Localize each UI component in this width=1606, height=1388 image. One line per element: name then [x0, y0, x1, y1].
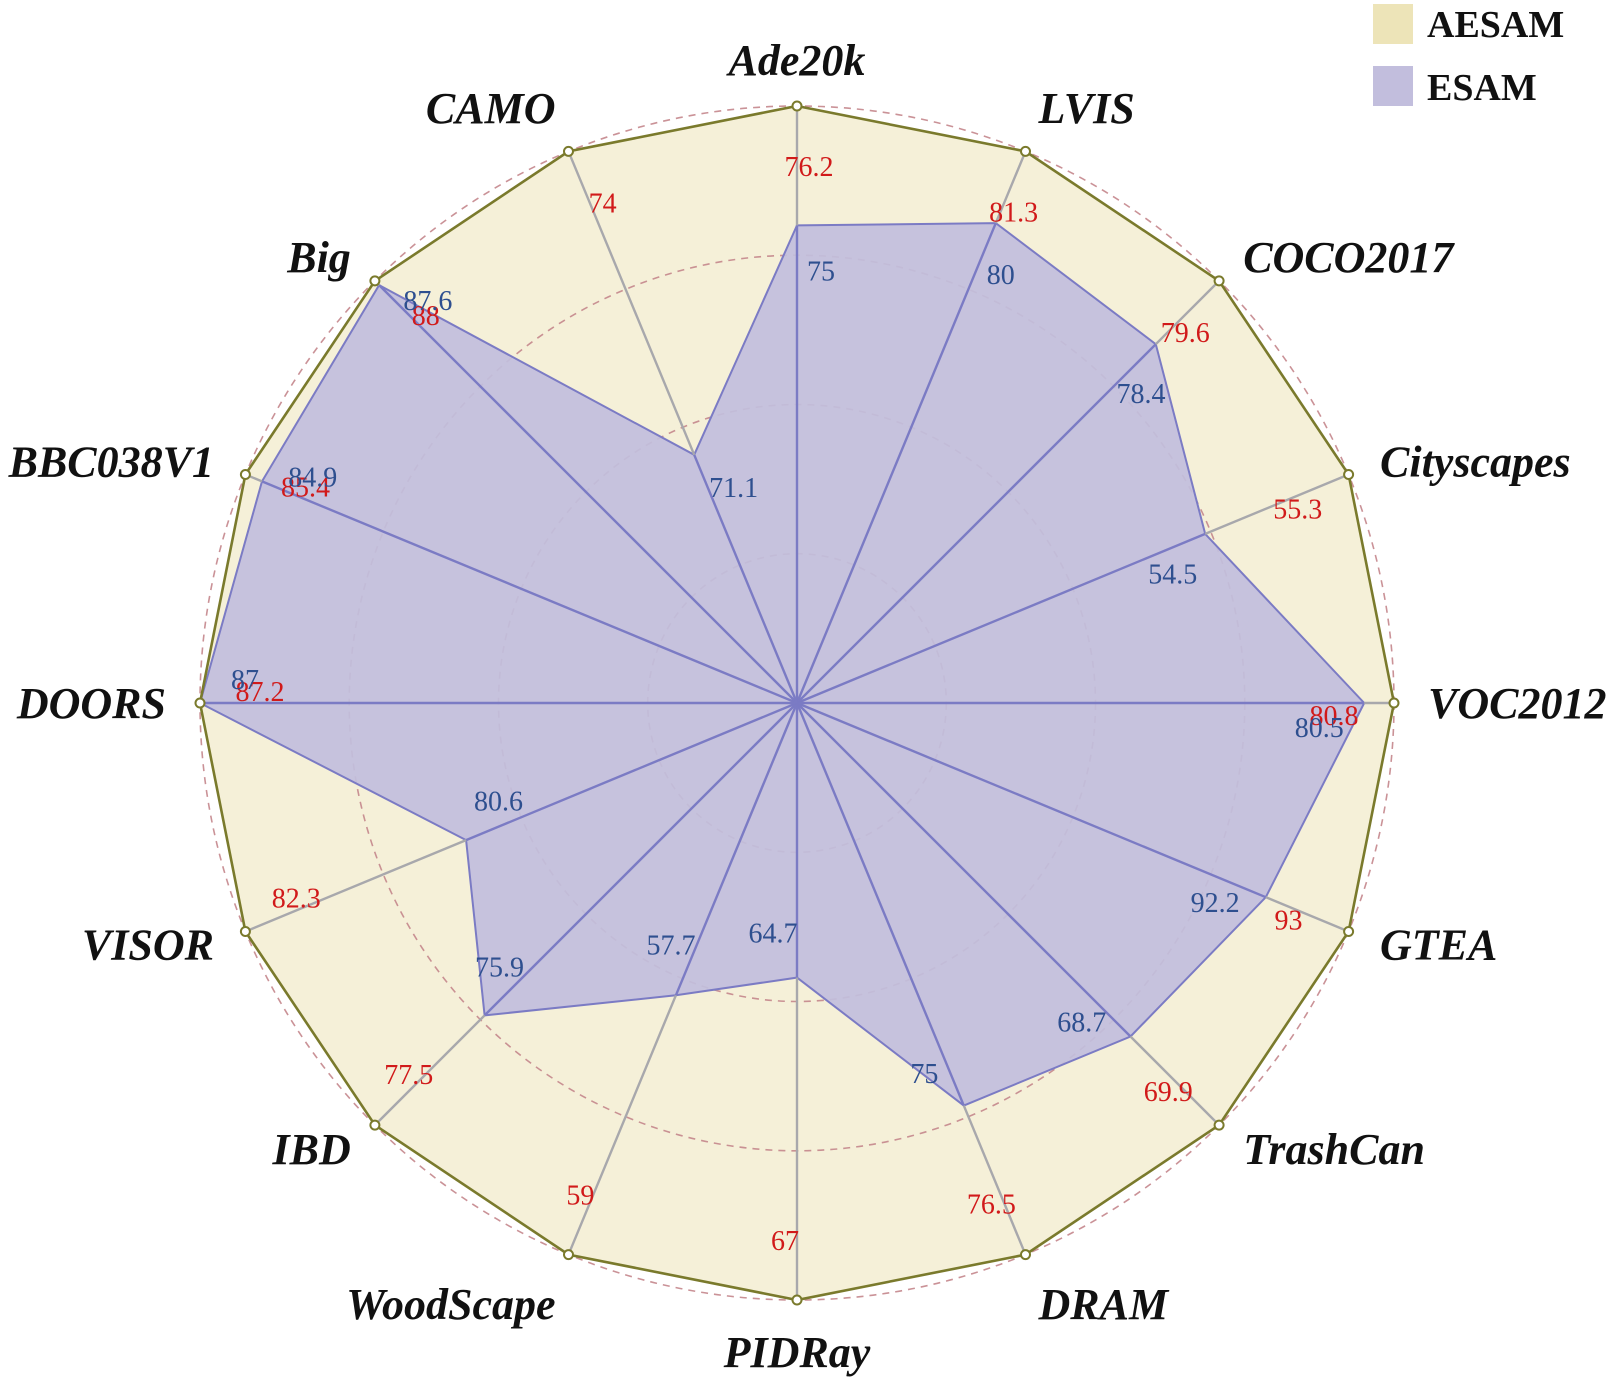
category-label: BBC038V1 [8, 438, 214, 487]
esam-value-label: 84.9 [288, 462, 337, 493]
aesam-vertex-marker [369, 275, 381, 287]
category-label: Cityscapes [1380, 438, 1571, 487]
esam-value-label: 57.7 [647, 931, 696, 962]
category-label: Ade20k [726, 36, 866, 85]
spoke-inner [483, 702, 798, 1017]
aesam-value-label: 76.2 [785, 152, 834, 183]
category-label: LVIS [1038, 84, 1135, 133]
spoke-inner [796, 702, 1132, 1038]
esam-value-label: 80.6 [474, 787, 523, 818]
esam-value-label: 92.2 [1191, 888, 1240, 919]
category-label: GTEA [1380, 921, 1497, 970]
category-labels: Ade20k LVIS COCO2017 Cityscapes VOC2012 GTEA T… [8, 36, 1606, 1377]
spoke-inner [378, 284, 798, 704]
aesam-vertex-marker [239, 926, 251, 937]
category-label: IBD [272, 1125, 351, 1174]
aesam-value-label: 82.3 [272, 883, 321, 914]
esam-value-label: 71.1 [709, 473, 758, 504]
spoke-inner [796, 701, 1267, 899]
esam-value-label: 78.4 [1117, 379, 1166, 410]
spoke-inner [795, 702, 965, 1107]
aesam-vertex-marker [563, 1249, 574, 1261]
esam-value-label: 87.6 [403, 286, 452, 317]
aesam-vertex-marker [1213, 1119, 1225, 1131]
legend-swatch-esam [1373, 66, 1413, 106]
legend-label-esam: ESAM [1427, 67, 1537, 109]
category-label: DRAM [1038, 1280, 1170, 1329]
aesam-value-label: 88 [412, 301, 440, 332]
aesam-value-label: 74 [589, 188, 617, 219]
spoke-inner [796, 532, 1206, 705]
aesam-value-label: 55.3 [1273, 495, 1322, 526]
aesam-value-label: 76.5 [967, 1190, 1016, 1221]
spoke-inner [261, 480, 798, 705]
legend: AESAM ESAM [1373, 4, 1564, 109]
data-labels: 76.2 75 81.3 80 79.6 78.4 55.3 54.5 80.880.5 93 92… [231, 152, 1359, 1257]
aesam-value-label: 87.2 [236, 677, 285, 708]
category-label: DOORS [16, 679, 166, 728]
spoke-inner [465, 701, 798, 842]
esam-value-label: 87 [231, 665, 259, 696]
category-label: VOC2012 [1428, 679, 1606, 728]
spoke-outer [962, 1105, 1027, 1256]
spoke-inner [674, 702, 799, 996]
spoke-outer [1129, 1035, 1220, 1126]
aesam-value-label: 77.5 [384, 1060, 433, 1091]
category-label: TrashCan [1243, 1125, 1425, 1174]
spoke-outer [244, 838, 467, 933]
aesam-vertex-marker [239, 469, 251, 480]
esam-value-label: 80 [987, 260, 1015, 291]
category-label: PIDRay [723, 1328, 871, 1377]
spoke-outer [1154, 280, 1220, 346]
aesam-vertex-marker [194, 697, 206, 709]
spokes [200, 106, 1394, 1300]
spoke-inner [796, 343, 1157, 704]
aesam-value-label: 67 [771, 1226, 799, 1257]
aesam-vertex-marker [369, 1119, 381, 1131]
aesam-vertex-marker [1020, 145, 1031, 157]
category-label: CAMO [426, 84, 556, 133]
aesam-value-label: 93 [1275, 906, 1303, 937]
aesam-outline-layer [194, 100, 1400, 1306]
aesam-value-label: 85.4 [281, 472, 330, 503]
esam-value-label: 75 [910, 1059, 938, 1090]
aesam-vertex-marker [1213, 275, 1225, 287]
category-label: VISOR [82, 921, 214, 970]
category-label: WoodScape [346, 1280, 555, 1329]
spoke-outer [567, 994, 678, 1256]
category-label: Big [286, 233, 351, 282]
esam-value-label: 80.5 [1295, 713, 1344, 744]
spoke-outer [567, 150, 696, 456]
aesam-value-label: 79.6 [1161, 318, 1210, 349]
spoke-outer [1204, 473, 1350, 536]
aesam-vertex-marker [563, 145, 574, 157]
esam-value-label: 54.5 [1148, 559, 1197, 590]
esam-value-label: 75.9 [475, 953, 524, 984]
esam-value-label: 68.7 [1057, 1008, 1106, 1039]
aesam-value-label: 59 [566, 1181, 594, 1212]
aesam-vertex-marker [1388, 697, 1400, 709]
category-label: COCO2017 [1243, 233, 1455, 282]
legend-swatch-aesam [1373, 4, 1413, 44]
spoke-outer [994, 150, 1027, 224]
aesam-vertex-marker [1020, 1249, 1031, 1261]
aesam-value-label: 81.3 [989, 198, 1038, 229]
spoke-outer [1265, 896, 1350, 933]
aesam-vertex-marker [791, 1294, 803, 1306]
esam-value-label: 75 [807, 256, 835, 287]
spoke-inner [693, 454, 799, 704]
aesam-vertex-marker [791, 100, 803, 112]
aesam-vertex-marker [1343, 469, 1355, 480]
aesam-value-label: 80.8 [1310, 701, 1359, 732]
aesam-value-label: 69.9 [1144, 1077, 1193, 1108]
esam-value-label: 64.7 [749, 919, 798, 950]
legend-label-aesam: AESAM [1427, 4, 1564, 46]
aesam-vertex-marker [1343, 926, 1355, 937]
spoke-outer [374, 1014, 486, 1126]
spoke-inner [795, 222, 997, 704]
